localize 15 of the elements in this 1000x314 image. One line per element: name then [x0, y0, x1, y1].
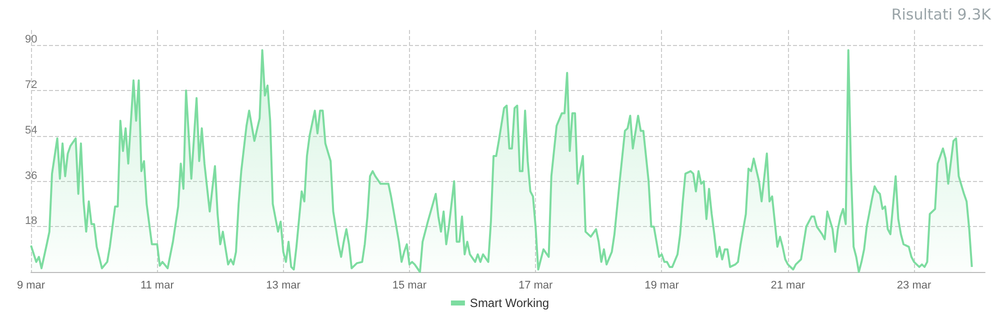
x-tick-label: 15 mar — [392, 280, 427, 292]
x-tick-label: 23 mar — [896, 280, 932, 292]
y-tick-label: 18 — [25, 215, 38, 228]
x-tick-label: 19 mar — [644, 280, 680, 292]
x-tick-label: 17 mar — [518, 280, 554, 292]
legend-label: Smart Working — [470, 296, 550, 310]
y-tick-label: 36 — [25, 170, 38, 182]
x-tick-label: 13 mar — [266, 280, 301, 292]
x-tick-label: 9 mar — [16, 280, 46, 292]
x-tick-label: 21 mar — [770, 280, 806, 292]
y-tick-label: 54 — [25, 124, 38, 136]
chart-title: Risultati 9.3K — [891, 6, 992, 24]
y-tick-label: 90 — [25, 34, 38, 46]
x-tick-label: 11 mar — [140, 280, 174, 292]
y-tick-label: 72 — [25, 79, 38, 91]
